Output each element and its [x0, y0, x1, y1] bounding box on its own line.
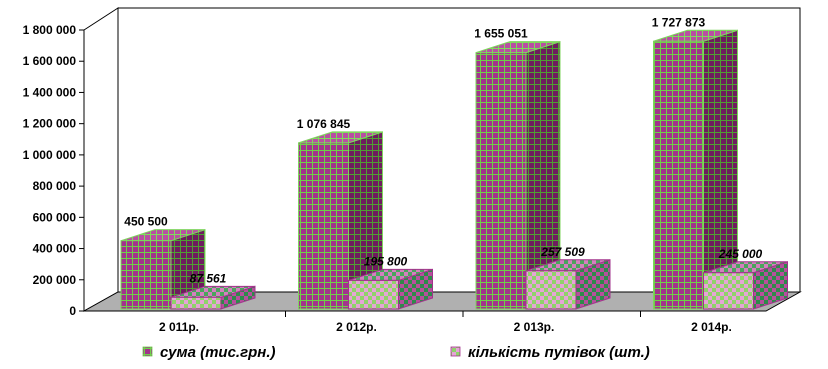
bar-count-2: [525, 259, 611, 310]
legend-label-series-2: кількість путівок (шт.): [468, 344, 650, 361]
data-label-count: 257 509: [540, 245, 585, 259]
legend-swatch-series-2: [450, 346, 461, 357]
bar-sum-1-front: [298, 142, 349, 310]
legend-label-series-1: сума (тис.грн.): [160, 344, 276, 361]
x-tick-label: 2 014р.: [691, 320, 732, 334]
y-tick-label: 0: [69, 304, 76, 318]
data-label-sum: 1 076 845: [297, 117, 351, 131]
y-tick-label: 1 000 000: [23, 148, 77, 162]
bar-count-3-front: [703, 272, 754, 310]
data-label-sum: 450 500: [124, 215, 168, 229]
chart-side-wall: [83, 7, 119, 312]
bar-sum-1: [298, 131, 383, 310]
bar-sum-3-front: [653, 40, 704, 310]
legend-swatch-series-1: [142, 346, 153, 357]
x-tick-label: 2 011р.: [159, 320, 199, 334]
y-tick-label: 1 400 000: [23, 85, 77, 99]
bar-count-1: [348, 268, 433, 310]
data-label-count: 87 561: [190, 271, 227, 285]
y-tick-label: 400 000: [33, 242, 77, 256]
data-labels: 450 500 87 561 1 076 845 195 800 1 655 051 25…: [124, 15, 762, 285]
y-tick-label: 200 000: [33, 273, 77, 287]
bars: [120, 29, 788, 310]
bar-sum-3: [653, 29, 738, 310]
data-label-sum: 1 655 051: [474, 27, 528, 41]
y-tick-label: 600 000: [33, 210, 77, 224]
y-tick-label: 1 800 000: [23, 23, 77, 37]
bar-count-3: [703, 261, 788, 310]
y-tick-label: 1 200 000: [23, 117, 77, 131]
bar-sum-2: [475, 40, 561, 310]
bar-count-0: [170, 285, 256, 310]
x-tick-label: 2 012р.: [336, 320, 377, 334]
chart-floor: [82, 291, 802, 312]
x-axis-labels: 2 011р. 2 012р. 2 013р. 2 014р.: [159, 311, 732, 334]
data-label-count: 195 800: [364, 254, 408, 268]
bar-sum-0-front: [120, 240, 172, 310]
data-label-sum: 1 727 873: [652, 15, 706, 29]
bar-count-0-front: [170, 296, 222, 310]
y-tick-label: 1 600 000: [23, 54, 77, 68]
y-axis: 0 200 000 400 000 600 000 800 000 1 000 000 1 …: [23, 23, 84, 318]
bar-count-2-front: [525, 270, 577, 310]
bar-count-1-front: [348, 279, 399, 310]
legend: сума (тис.грн.) кількість путівок (шт.): [142, 344, 650, 361]
x-tick-label: 2 013р.: [514, 320, 555, 334]
y-tick-label: 800 000: [33, 179, 77, 193]
bar-sum-2-front: [475, 52, 527, 310]
data-label-count: 245 000: [718, 247, 763, 261]
